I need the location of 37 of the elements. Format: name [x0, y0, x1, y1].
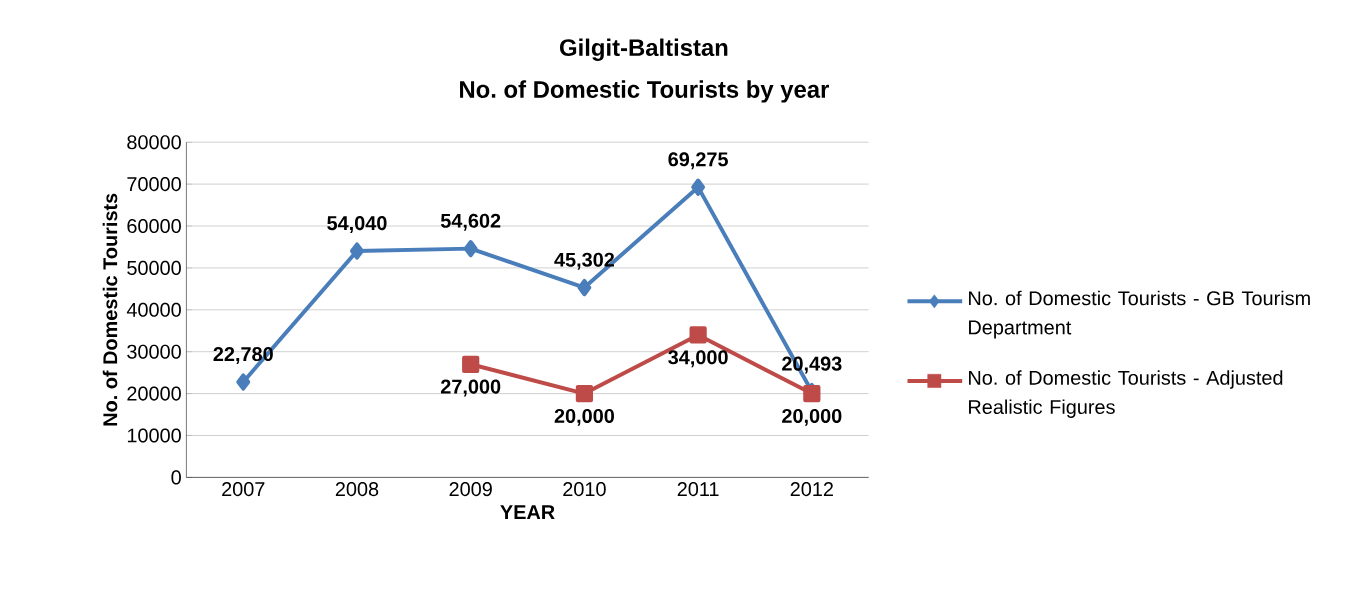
x-tick-label: 2010: [563, 482, 606, 497]
point: [463, 240, 478, 258]
x-tick-label: 2009: [449, 482, 492, 497]
x-tick-label: 2012: [790, 482, 833, 497]
y-tick-label: 0: [171, 470, 181, 485]
data-label: 27,000: [440, 379, 501, 397]
y-tick-label: 20000: [127, 386, 181, 401]
data-label: 20,000: [782, 409, 842, 426]
point: [691, 178, 706, 196]
data-label: 45,302: [554, 252, 615, 270]
point: [236, 373, 251, 391]
data-label: 34,000: [668, 350, 728, 368]
y-tick-label: 40000: [126, 302, 181, 317]
legend-label: No. of Domestic Tourists - GB Tourism Department: [969, 290, 1310, 339]
y-tick-label: 10000: [127, 428, 181, 443]
y-tick-label: 30000: [127, 344, 181, 359]
x-tick-label: 2008: [335, 482, 379, 497]
point: [462, 355, 480, 374]
x-axis-title: YEAR: [500, 505, 555, 520]
y-tick-label: 60000: [127, 219, 181, 234]
data-label: 20,000: [554, 409, 614, 426]
y-tick-label: 50000: [127, 260, 181, 276]
x-tick-label: 2007: [222, 482, 265, 497]
point: [575, 385, 594, 403]
data-label: 54,602: [440, 213, 501, 231]
point: [577, 279, 592, 297]
y-tick-label: 70000: [127, 177, 181, 192]
chart-title: Gilgit-Baltistan: [560, 38, 728, 61]
chart-subtitle: No. of Domestic Tourists by year: [460, 80, 829, 103]
data-label: 69,275: [668, 152, 728, 170]
x-tick-label: 2011: [677, 482, 719, 497]
y-tick-label: 80000: [127, 135, 181, 150]
point: [689, 326, 707, 344]
legend-label: No. of Domestic Tourists - Adjusted Realistic Figures: [969, 370, 1283, 419]
data-label: 54,040: [327, 216, 387, 234]
y-axis-title: No. of Domestic Tourists: [102, 193, 118, 426]
point: [350, 242, 364, 260]
